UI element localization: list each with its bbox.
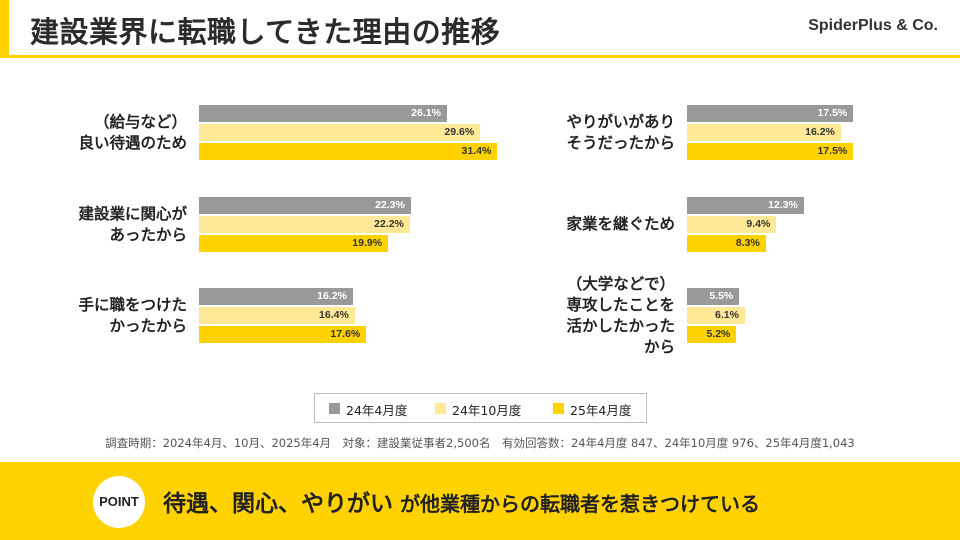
bar-value-label: 16.2% <box>805 126 835 138</box>
bar-value-label: 22.2% <box>374 218 404 230</box>
bar: 31.4% <box>199 143 498 160</box>
banner-highlight: 待遇、関心、やりがい <box>163 491 393 517</box>
legend-label: 24年10月度 <box>452 403 522 418</box>
bar-value-label: 12.3% <box>768 199 798 211</box>
category-label: やりがいがあり そうだったから <box>566 112 675 152</box>
bar: 22.3% <box>199 197 411 214</box>
bar: 17.6% <box>199 326 367 343</box>
survey-footnote: 調査時期：2024年4月、10月、2025年4月 対象：建設業従事者2,500名… <box>105 436 855 450</box>
bar: 17.5% <box>687 143 854 160</box>
brand-logo: SpiderPlus & Co. <box>808 17 938 34</box>
banner-message: 待遇、関心、やりがい が他業種からの転職者を惹きつけている <box>163 484 760 518</box>
bar: 6.1% <box>687 307 745 324</box>
bar: 5.2% <box>687 326 737 343</box>
chart-legend: 24年4月度 24年10月度 25年4月度 <box>314 393 647 423</box>
header-accent-bar <box>0 0 9 58</box>
bar: 29.6% <box>199 124 481 141</box>
point-badge: POINT <box>93 476 145 528</box>
category-label: （給与など） 良い待遇のため <box>78 112 187 152</box>
bar-value-label: 26.1% <box>411 107 441 119</box>
bar: 12.3% <box>687 197 804 214</box>
legend-label: 25年4月度 <box>570 403 632 418</box>
banner-rest: が他業種からの転職者を惹きつけている <box>393 492 760 516</box>
bar: 5.5% <box>687 288 740 305</box>
bar-chart: （給与など） 良い待遇のため 26.1% 29.6% 31.4% 建設業に関心が あった… <box>0 60 960 390</box>
legend-swatch <box>329 403 340 414</box>
header: 建設業界に転職してきた理由の推移 SpiderPlus & Co. <box>0 0 960 58</box>
bar: 8.3% <box>687 235 766 252</box>
bar-value-label: 9.4% <box>746 218 771 230</box>
bar-value-label: 17.5% <box>817 107 848 119</box>
bar-value-label: 5.5% <box>709 290 734 302</box>
bar: 16.4% <box>199 307 355 324</box>
bar-value-label: 8.3% <box>735 237 760 249</box>
bar-value-label: 16.2% <box>317 290 347 302</box>
category-label: 建設業に関心が あったから <box>78 204 187 244</box>
page-title: 建設業界に転職してきた理由の推移 <box>30 15 501 49</box>
bar: 22.2% <box>199 216 410 233</box>
legend-swatch <box>553 403 564 414</box>
bar-value-label: 6.1% <box>715 309 739 321</box>
bar-value-label: 17.5% <box>817 145 848 157</box>
bar-value-label: 29.6% <box>444 126 475 138</box>
legend-label: 24年4月度 <box>346 403 408 418</box>
category-label: 手に職をつけた かったから <box>78 295 187 335</box>
bar: 16.2% <box>199 288 353 305</box>
bar: 17.5% <box>687 105 854 122</box>
bar: 16.2% <box>687 124 841 141</box>
bar-value-label: 16.4% <box>319 309 349 321</box>
bar: 26.1% <box>199 105 447 122</box>
bar-value-label: 31.4% <box>461 145 492 157</box>
bar-value-label: 5.2% <box>706 328 731 340</box>
bar-value-label: 17.6% <box>330 328 361 340</box>
bar-value-label: 22.3% <box>375 199 405 211</box>
bar: 19.9% <box>199 235 389 252</box>
point-banner: POINT 待遇、関心、やりがい が他業種からの転職者を惹きつけている <box>0 462 960 540</box>
legend-swatch <box>435 403 446 414</box>
bar: 9.4% <box>687 216 777 233</box>
bar-value-label: 19.9% <box>352 237 383 249</box>
category-label: （大学などで） 専攻したことを 活かしたかった から <box>566 274 675 356</box>
category-label: 家業を継ぐため <box>566 215 675 233</box>
